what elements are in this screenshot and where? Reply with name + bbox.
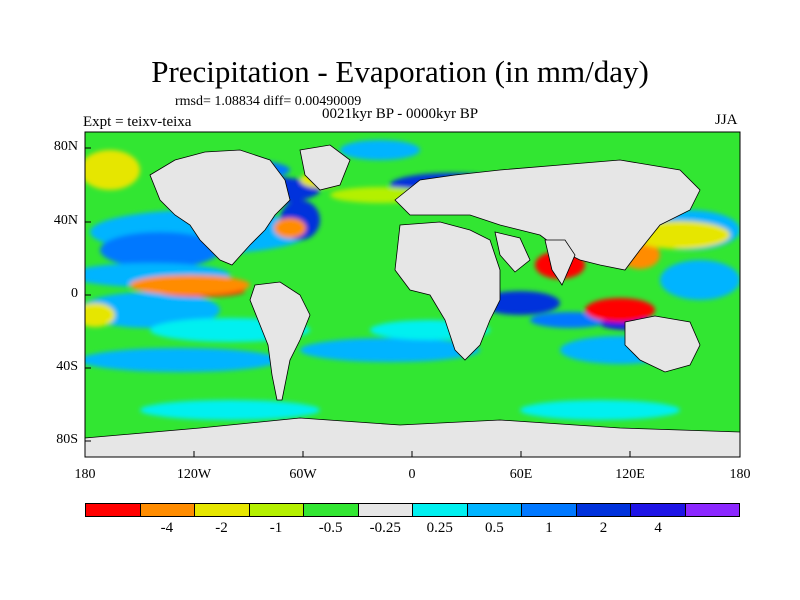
lon-label: 120E	[615, 467, 645, 482]
colorbar-label: -0.5	[318, 520, 343, 536]
lon-label: 60E	[509, 467, 533, 482]
lat-label: 0	[71, 286, 78, 301]
colorbar-label: 2	[599, 520, 608, 536]
colorbar-swatch	[195, 504, 250, 516]
colorbar-swatch	[249, 504, 304, 516]
colorbar-swatch	[413, 504, 468, 516]
colorbar-label: -0.25	[369, 520, 401, 536]
colorbar-swatch	[140, 504, 195, 516]
colorbar-swatch	[631, 504, 686, 516]
lon-label: 0	[408, 467, 416, 482]
colorbar	[85, 503, 740, 517]
period-text: 0021kyr BP - 0000kyr BP	[322, 106, 479, 122]
colorbar-swatch	[522, 504, 577, 516]
lat-label: 80N	[53, 139, 78, 154]
colorbar-label: 1	[545, 520, 553, 536]
colorbar-swatch	[304, 504, 359, 516]
lon-label: 60W	[289, 467, 317, 482]
axis-ticks	[84, 147, 741, 457]
land-masses	[85, 144, 740, 457]
map-title: Precipitation - Evaporation (in mm/day)	[151, 54, 649, 89]
lat-label: 40N	[53, 213, 78, 228]
colorbar-swatch	[86, 504, 141, 516]
colorbar-swatch	[358, 504, 413, 516]
season-label: JJA	[715, 112, 738, 128]
colorbar-label: 0.25	[426, 520, 453, 536]
lat-label: 80S	[56, 432, 78, 447]
lon-label: 120W	[176, 467, 212, 482]
stats-text: rmsd= 1.08834 diff= 0.00490009	[175, 94, 362, 109]
lon-label: 180	[74, 467, 96, 482]
colorbar-label: 0.5	[485, 520, 504, 536]
colorbar-swatch	[467, 504, 522, 516]
colorbar-swatch	[685, 504, 739, 516]
lat-label: 40S	[56, 359, 78, 374]
colorbar-label: -1	[269, 520, 283, 536]
colorbar-swatch	[576, 504, 631, 516]
lon-label: 180	[729, 467, 751, 482]
colorbar-label: -2	[215, 520, 228, 536]
colorbar-label: 4	[654, 520, 662, 536]
colorbar-label: -4	[160, 520, 174, 536]
experiment-label: Expt = teixv-teixa	[83, 114, 192, 130]
